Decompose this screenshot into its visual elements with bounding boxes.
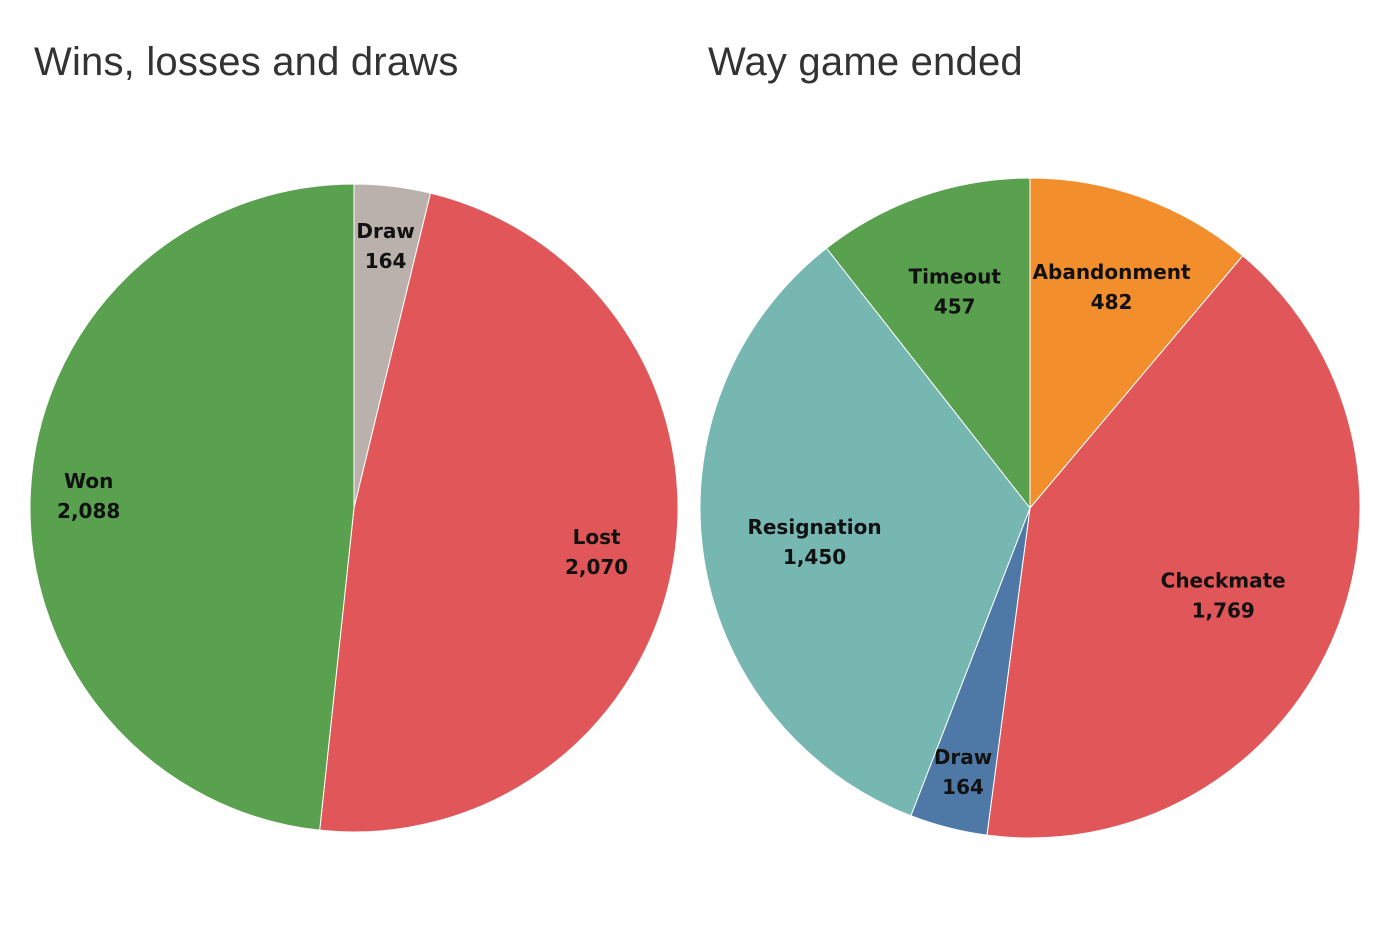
pie-slice-timeout xyxy=(825,177,1031,510)
slice-label-resignation: Resignation xyxy=(747,515,881,539)
slice-label-checkmate: Checkmate xyxy=(1161,568,1286,592)
slice-label-lost: Lost xyxy=(573,525,621,549)
pie-wins-losses-and-draws: Draw 164 Lost 2,070 Won 2,088 xyxy=(29,183,679,833)
slice-value-checkmate: 1,769 xyxy=(1192,598,1255,622)
pie-slice-lost xyxy=(319,192,679,833)
pie-slice-abandonment xyxy=(1029,177,1244,510)
pie-slice-resignation xyxy=(699,247,1031,817)
slice-label-timeout: Timeout xyxy=(908,265,1001,289)
slice-label-draw: Draw xyxy=(934,745,992,769)
slice-value-timeout: 457 xyxy=(934,295,976,319)
slice-value-draw: 164 xyxy=(942,775,984,799)
pie-slice-checkmate xyxy=(986,255,1361,839)
chart-title-way-game-ended: Way game ended xyxy=(708,40,1023,84)
chart-title-wins-losses-draws: Wins, losses and draws xyxy=(34,40,459,84)
slice-label-won: Won xyxy=(64,469,113,493)
slice-label-draw: Draw xyxy=(356,219,414,243)
slice-value-resignation: 1,450 xyxy=(783,545,846,569)
slice-value-abandonment: 482 xyxy=(1091,290,1133,314)
slice-label-abandonment: Abandonment xyxy=(1033,260,1191,284)
pie-slice-won xyxy=(29,183,355,831)
slice-value-draw: 164 xyxy=(365,249,407,273)
slice-value-lost: 2,070 xyxy=(565,555,628,579)
slice-value-won: 2,088 xyxy=(57,499,120,523)
pie-way-game-ended: Abandonment 482 Checkmate 1,769 Draw 164 Resig… xyxy=(699,177,1361,839)
